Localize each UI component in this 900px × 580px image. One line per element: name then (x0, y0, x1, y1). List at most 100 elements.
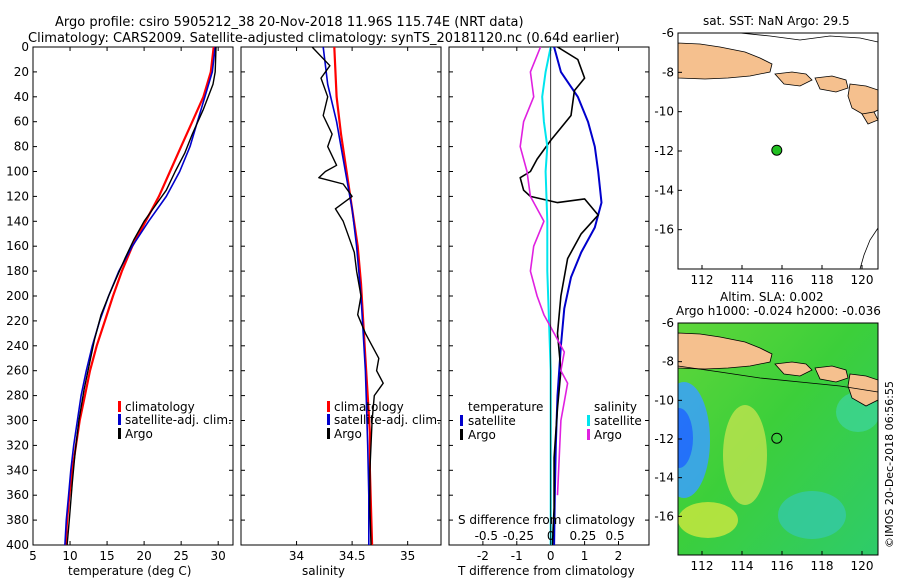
salinity-x-tick-label: 34.5 (339, 549, 366, 563)
sla-map-argo-marker (771, 432, 783, 444)
depth-tick-label: 220 (6, 314, 29, 328)
depth-tick-label: 320 (6, 438, 29, 452)
temperature-x-tick-label: 5 (29, 549, 37, 563)
sst-map-lat-tick-label: -14 (654, 183, 674, 197)
depth-tick-label: 340 (6, 463, 29, 477)
s-difference-tick-label: -0.25 (503, 529, 534, 543)
temperature-series-line-2 (66, 47, 217, 545)
figure-title-line1: Argo profile: csiro 5905212_38 20-Nov-20… (55, 15, 524, 30)
sla-map-low-anomaly-core (678, 408, 693, 468)
salinity-plot-frame (240, 46, 442, 546)
sst-map-java-landmass (678, 42, 773, 80)
salinity-x-axis-label: salinity (302, 564, 345, 578)
sst-map-australia-coast (859, 227, 878, 269)
sst-map-sumba-landmass (861, 111, 878, 125)
salinity-legend-argo-label: Argo (334, 427, 362, 441)
depth-tick-label: 380 (6, 513, 29, 527)
sst-map-lat-tick-label: -10 (654, 105, 674, 119)
temperature-plot-frame (32, 46, 234, 546)
sla-map-field (678, 323, 878, 555)
sst-map-lat-tick-label: -6 (662, 26, 674, 40)
sla-map-lon-tick-label: 114 (731, 559, 754, 573)
sla-map-lat-tick-label: -12 (654, 432, 674, 446)
depth-tick-label: 140 (6, 214, 29, 228)
temperature-x-tick-label: 20 (136, 549, 151, 563)
temperature-series-group (64, 47, 217, 545)
difference-legend-s-argo-label: Argo (594, 428, 622, 442)
depth-tick-label: 300 (6, 414, 29, 428)
sla-map-lat-tick-label: -16 (654, 509, 674, 523)
difference-series-line-3 (519, 47, 569, 496)
salinity-legend-satellite-label: satellite-adj. clim. (334, 413, 441, 427)
temperature-panel: 0204060801001201401601802002202402602803… (6, 40, 649, 578)
s-difference-tick-label: 0 (547, 529, 555, 543)
temperature-legend-climatology-swatch (118, 401, 121, 412)
depth-tick-label: 200 (6, 289, 29, 303)
s-difference-tick-labels: -0.5 -0.25 0 0.25 0.5 (475, 529, 625, 543)
sla-map-lat-tick-label: -10 (654, 393, 674, 407)
sst-map-lon-ticks: 112 114 116 118 120 (691, 265, 874, 287)
sla-map-teal-anomaly-southeast (778, 491, 846, 539)
difference-legend-t-argo-label: Argo (468, 428, 496, 442)
temperature-legend-satellite-label: satellite-adj. clim. (125, 413, 232, 427)
temperature-legend-satellite-swatch (118, 414, 121, 425)
difference-legend: temperature satellite Argo salinity sate… (460, 400, 642, 442)
sla-map-high-anomaly-south (678, 502, 738, 538)
salinity-x-tick-label: 34 (289, 549, 304, 563)
difference-x-tick-label: -1 (511, 549, 523, 563)
difference-x-tick-label: 1 (581, 549, 589, 563)
difference-legend-t-satellite-swatch (460, 415, 463, 426)
sst-map-panel: sat. SST: NaN Argo: 29.5 -6 -8 -10 -12 -14 -1… (654, 14, 879, 287)
sst-map-lon-tick-label: 120 (851, 273, 874, 287)
salinity-series-line-2 (311, 47, 384, 545)
temperature-legend: climatology satellite-adj. clim. Argo (118, 400, 232, 441)
difference-series-line-1 (519, 47, 600, 545)
sla-map-panel: Altim. SLA: 0.002 Argo h1000: -0.024 h20… (654, 290, 881, 573)
difference-legend-salinity-heading: salinity (594, 400, 637, 414)
sst-map-lon-tick-label: 112 (691, 273, 714, 287)
sla-map-south-coast-line (678, 365, 878, 393)
temperature-x-tick-label: 15 (99, 549, 114, 563)
difference-legend-t-argo-swatch (460, 429, 463, 440)
difference-x-tick-label: 2 (615, 549, 623, 563)
s-difference-tick-label: -0.5 (475, 529, 498, 543)
sst-map-lon-tick-label: 118 (811, 273, 834, 287)
salinity-legend-climatology-swatch (327, 401, 330, 412)
difference-legend-s-satellite-label: satellite (594, 414, 642, 428)
sla-map-lon-tick-label: 116 (771, 559, 794, 573)
sla-map-lat-ticks: -6 -8 -10 -12 -14 -16 (654, 316, 682, 523)
sst-map-title: sat. SST: NaN Argo: 29.5 (703, 14, 850, 28)
temperature-x-tick-label: 10 (62, 549, 77, 563)
sla-map-lon-tick-label: 120 (851, 559, 874, 573)
sla-map-lat-tick-label: -14 (654, 471, 674, 485)
salinity-legend-argo-swatch (327, 428, 330, 439)
depth-tick-label: 360 (6, 488, 29, 502)
salinity-series-line-0 (333, 47, 374, 545)
sst-map-lat-ticks: -6 -8 -10 -12 -14 -16 (654, 26, 682, 237)
salinity-legend: climatology satellite-adj. clim. Argo (327, 400, 441, 441)
imos-credit: ©IMOS 20-Dec-2018 06:56:55 (883, 381, 896, 548)
difference-legend-temperature-heading: temperature (468, 400, 543, 414)
sla-map-lat-tick-label: -8 (662, 355, 674, 369)
salinity-series-group (311, 47, 384, 545)
sst-map-lon-tick-label: 116 (771, 273, 794, 287)
depth-tick-label: 0 (21, 40, 29, 54)
sla-map-low-anomaly-west (678, 382, 710, 498)
sst-map-lat-tick-label: -12 (654, 144, 674, 158)
salinity-x-tick-labels: 34 34.5 35 (289, 47, 415, 563)
difference-x-tick-label: 0 (547, 549, 555, 563)
difference-plot-frame (448, 46, 650, 546)
sla-map-lat-tick-label: -6 (662, 316, 674, 330)
salinity-legend-satellite-swatch (327, 414, 330, 425)
sla-map-bali-landmass (774, 361, 813, 377)
difference-x-tick-label: -2 (477, 549, 489, 563)
depth-tick-label: 20 (14, 65, 29, 79)
sla-map-lon-ticks: 112 114 116 118 120 (691, 551, 874, 573)
temperature-depth-tick-labels: 0 20 40 60 80 100 120 140 160 180 200 220 240 260 280 3… (6, 40, 649, 552)
sst-map-lon-tick-label: 114 (731, 273, 754, 287)
sla-map-title-line2: Argo h1000: -0.024 h2000: -0.036 (676, 304, 881, 318)
depth-tick-label: 120 (6, 189, 29, 203)
depth-tick-label: 100 (6, 165, 29, 179)
depth-tick-label: 80 (14, 140, 29, 154)
